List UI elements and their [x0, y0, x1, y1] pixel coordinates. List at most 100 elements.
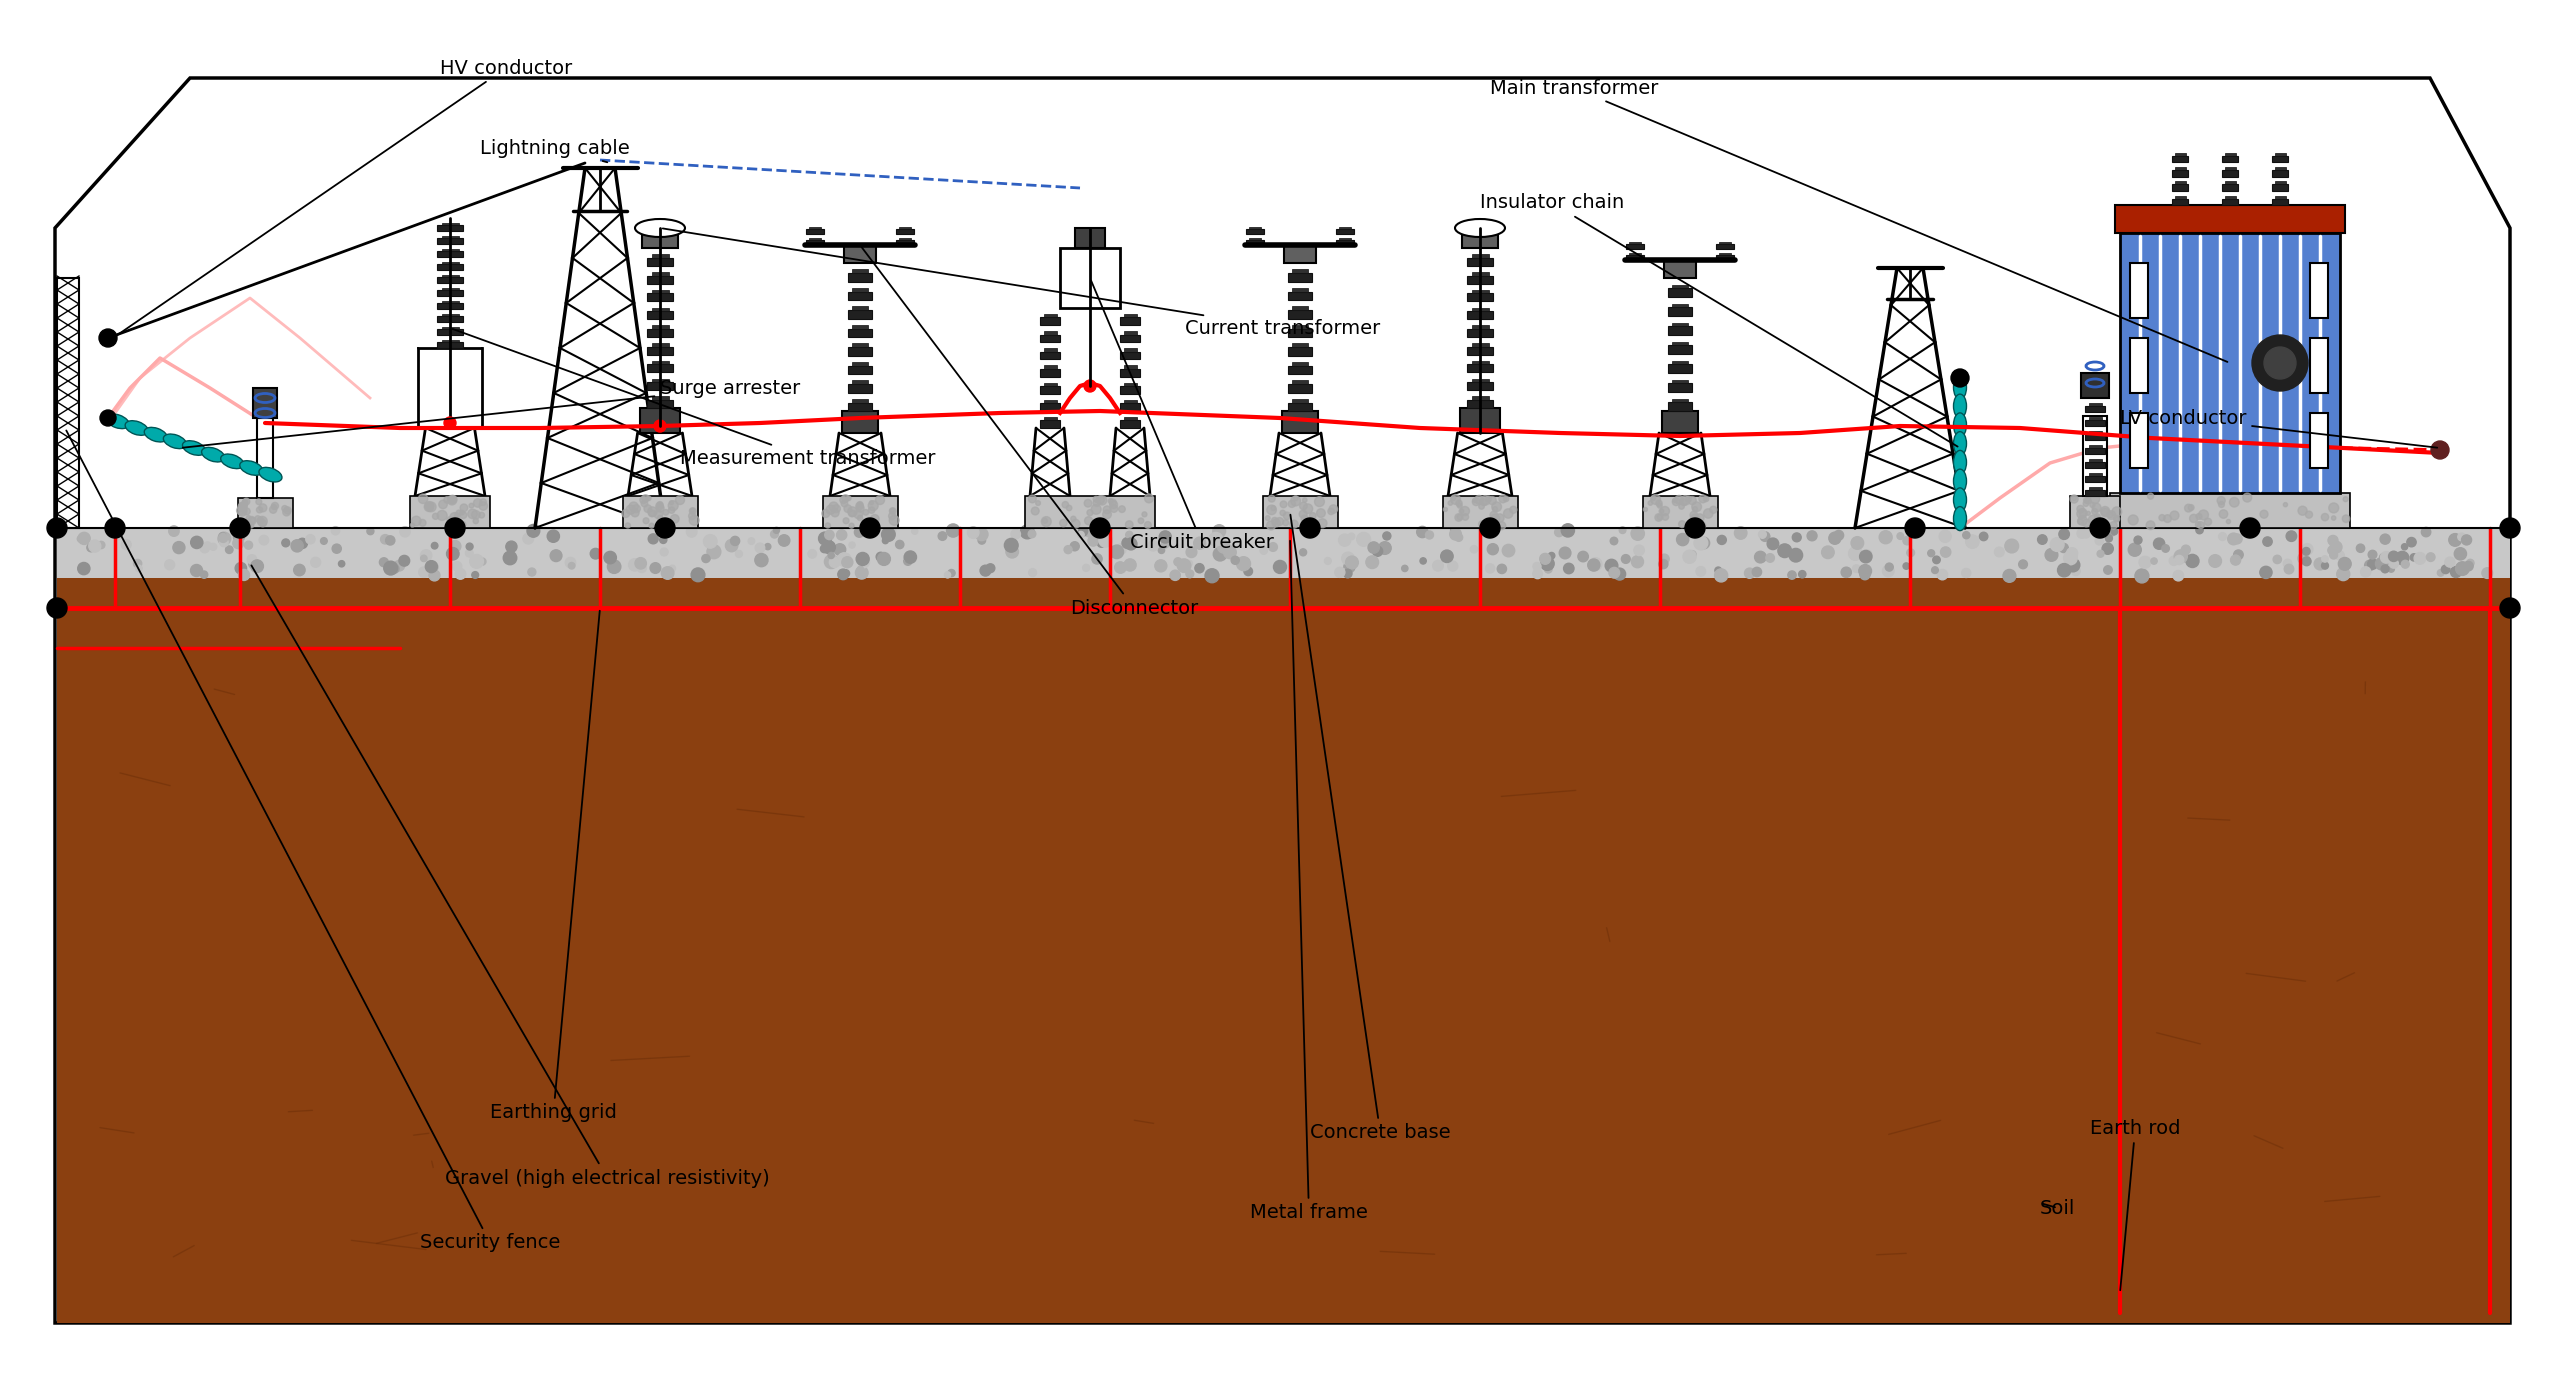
Circle shape [210, 544, 218, 551]
Circle shape [282, 509, 289, 516]
Circle shape [1004, 538, 1019, 552]
Circle shape [1098, 534, 1111, 547]
Bar [852, 306, 868, 310]
Bar [653, 343, 668, 347]
Circle shape [2501, 519, 2519, 538]
Circle shape [310, 558, 320, 568]
Circle shape [2337, 558, 2350, 570]
Circle shape [2322, 513, 2330, 521]
Circle shape [1280, 500, 1288, 507]
Circle shape [248, 516, 256, 523]
Circle shape [1160, 531, 1172, 542]
Ellipse shape [1953, 412, 1966, 436]
Bar [1626, 245, 1644, 249]
Circle shape [399, 527, 410, 537]
Circle shape [1961, 569, 1971, 577]
Circle shape [2104, 535, 2112, 542]
Bar [2222, 171, 2237, 176]
Circle shape [773, 527, 778, 534]
Bar [1249, 226, 1262, 229]
Bar [1288, 329, 1313, 337]
Bar [438, 225, 463, 231]
Circle shape [2388, 551, 2399, 562]
Circle shape [284, 507, 292, 514]
Circle shape [2158, 514, 2166, 521]
Bar [1039, 369, 1060, 376]
Circle shape [2463, 562, 2473, 570]
Circle shape [1498, 521, 1505, 530]
Circle shape [417, 493, 428, 503]
Bar [2084, 433, 2104, 440]
Circle shape [1495, 514, 1505, 523]
Circle shape [650, 523, 653, 528]
Circle shape [2260, 566, 2273, 579]
Circle shape [238, 503, 248, 512]
Bar [443, 288, 458, 291]
Circle shape [1290, 496, 1300, 506]
Circle shape [445, 548, 458, 561]
Circle shape [975, 528, 988, 541]
Bar [2084, 489, 2104, 496]
Circle shape [1454, 534, 1462, 541]
Circle shape [271, 502, 279, 509]
Circle shape [858, 502, 863, 507]
Circle shape [2186, 555, 2199, 568]
Circle shape [640, 500, 648, 507]
Circle shape [438, 510, 448, 520]
Circle shape [1905, 519, 1925, 538]
Circle shape [1088, 535, 1098, 547]
Circle shape [1861, 552, 1871, 561]
Bar [648, 294, 673, 302]
Circle shape [238, 520, 246, 526]
Bar [653, 254, 668, 257]
Bar [443, 222, 458, 225]
Circle shape [860, 519, 881, 538]
Circle shape [225, 547, 233, 554]
Bar [438, 329, 463, 336]
Circle shape [333, 544, 340, 554]
Ellipse shape [635, 219, 686, 238]
Circle shape [1403, 565, 1408, 572]
Circle shape [1792, 533, 1802, 542]
Circle shape [2481, 568, 2493, 579]
Bar [1472, 308, 1490, 312]
Circle shape [256, 516, 261, 521]
Circle shape [2066, 548, 2079, 559]
Bar [653, 289, 668, 294]
Circle shape [668, 507, 676, 513]
Circle shape [1702, 496, 1710, 502]
Circle shape [2051, 538, 2063, 551]
Circle shape [850, 523, 855, 528]
Bar [2276, 168, 2286, 171]
Bar [2222, 199, 2237, 206]
Circle shape [243, 503, 248, 507]
Text: Metal frame: Metal frame [1249, 541, 1367, 1222]
Circle shape [2381, 534, 2391, 544]
Circle shape [1966, 535, 1979, 548]
Circle shape [2058, 544, 2068, 552]
Circle shape [1605, 559, 1618, 572]
Circle shape [648, 510, 655, 517]
Bar [2089, 473, 2102, 475]
Circle shape [701, 555, 709, 562]
Bar [648, 275, 673, 284]
Bar [2171, 199, 2189, 206]
Circle shape [566, 558, 576, 568]
Bar [1288, 366, 1313, 375]
Circle shape [968, 527, 978, 538]
Bar [847, 347, 873, 355]
Circle shape [635, 558, 645, 569]
Circle shape [105, 519, 125, 538]
Circle shape [1449, 528, 1462, 540]
Circle shape [2260, 510, 2268, 519]
Circle shape [837, 552, 850, 566]
Circle shape [2112, 528, 2117, 535]
Bar [1124, 348, 1137, 352]
Bar [1124, 315, 1137, 317]
Circle shape [863, 509, 868, 514]
Circle shape [1841, 568, 1851, 577]
Circle shape [236, 562, 246, 575]
Circle shape [1175, 558, 1183, 566]
Text: Lightning cable: Lightning cable [481, 138, 630, 162]
Circle shape [650, 563, 660, 573]
